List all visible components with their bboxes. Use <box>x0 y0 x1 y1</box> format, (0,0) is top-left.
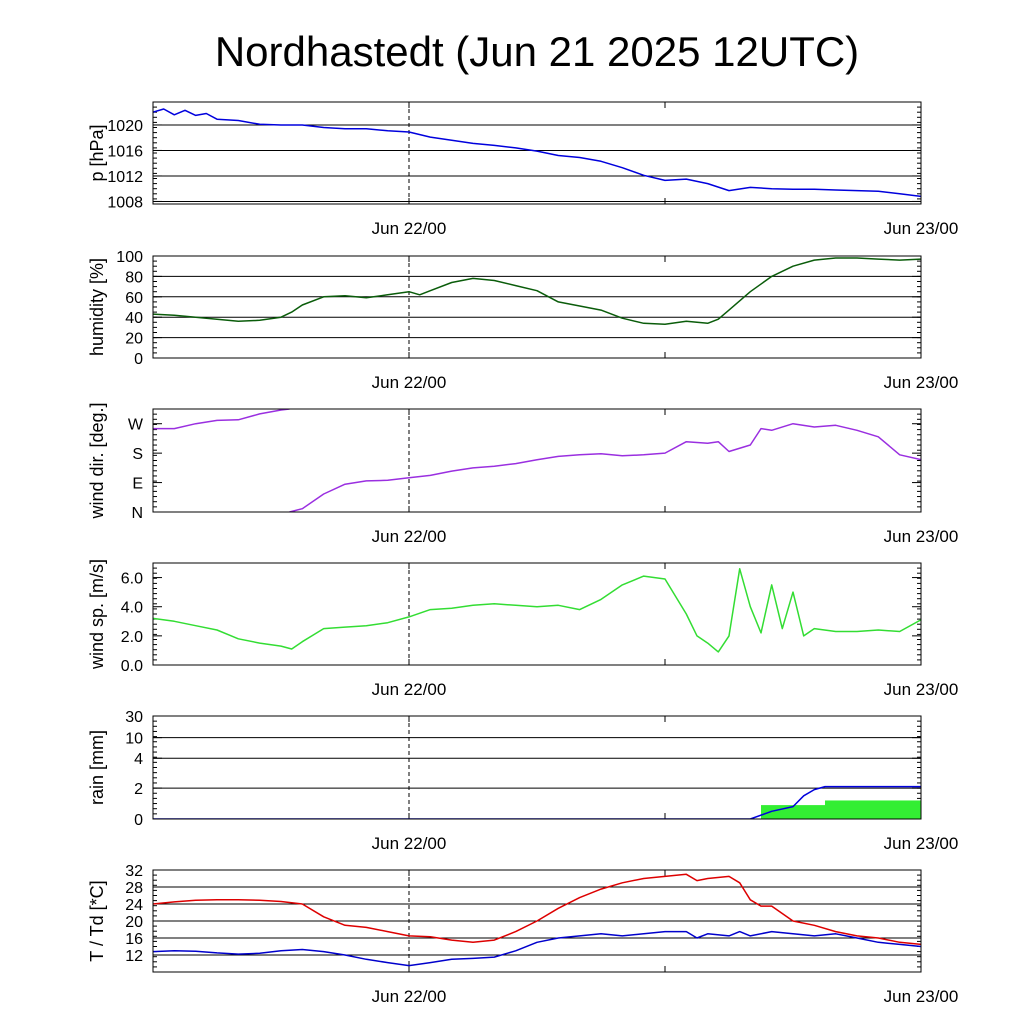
pressure-series-line <box>153 108 921 198</box>
wind-speed-y-axis-label: wind sp. [m/s] <box>87 559 107 670</box>
pressure-y-tick-label: 1020 <box>107 118 143 135</box>
rain-panel: 0 2 4 10 30 rain [mm] Jun 22/00 Jun 23/00 <box>87 709 958 853</box>
pressure-y-axis-label: p [hPa] <box>87 124 107 181</box>
humidity-y-tick-label: 40 <box>125 310 143 327</box>
humidity-series-line <box>153 257 921 326</box>
rain-y-tick-label: 2 <box>134 781 143 798</box>
wind_dir-series-line <box>153 409 290 430</box>
wind-speed-y-tick-label: 4.0 <box>121 600 143 617</box>
wind-speed-x-tick-label: Jun 22/00 <box>372 680 447 699</box>
humidity-x-tick-label: Jun 22/00 <box>372 373 447 392</box>
wind-speed-frame <box>152 562 922 666</box>
humidity-frame <box>152 255 922 359</box>
wind-speed-y-tick-label: 2.0 <box>121 629 143 646</box>
wind-speed-y-tick-label: 6.0 <box>121 571 143 588</box>
rain-bar <box>825 800 921 819</box>
humidity-y-tick-label: 20 <box>125 331 143 348</box>
humidity-y-axis-label: humidity [%] <box>87 258 107 356</box>
dewpoint-series-line <box>153 930 921 967</box>
temperature-y-tick-label: 20 <box>125 914 143 931</box>
humidity-panel: 0 20 40 60 80 100 humidity [%] Jun 22/00 Jun 23/… <box>87 249 958 392</box>
rain-y-tick-label: 4 <box>134 751 143 768</box>
temperature-series-line <box>153 873 921 946</box>
pressure-frame <box>152 101 922 205</box>
wind-direction-x-tick-label: Jun 22/00 <box>372 527 447 546</box>
rain-bar <box>761 805 825 819</box>
pressure-y-tick-label: 1012 <box>107 169 143 186</box>
temperature-y-tick-label: 32 <box>125 863 143 880</box>
pressure-y-tick-label: 1008 <box>107 194 143 211</box>
temperature-y-tick-label: 16 <box>125 931 143 948</box>
temperature-frame <box>152 869 922 973</box>
wind-speed-x-tick-label: Jun 23/00 <box>884 680 959 699</box>
temperature-y-tick-label: 28 <box>125 880 143 897</box>
rain-y-tick-label: 0 <box>134 812 143 829</box>
rain-x-tick-label: Jun 23/00 <box>884 834 959 853</box>
temperature-y-tick-label: 24 <box>125 897 143 914</box>
humidity-y-tick-label: 0 <box>134 351 143 368</box>
wind-speed-panel: 0.0 2.0 4.0 6.0 wind sp. [m/s] Jun 22/00 Jun 2… <box>87 559 958 699</box>
rain-frame <box>152 715 922 820</box>
chart-title: Nordhastedt (Jun 21 2025 12UTC) <box>215 28 859 75</box>
rain-y-axis-label: rain [mm] <box>87 730 107 805</box>
wind-direction-y-tick-label: N <box>131 505 143 522</box>
pressure-x-tick-label: Jun 22/00 <box>372 219 447 238</box>
humidity-y-tick-label: 100 <box>116 249 143 266</box>
pressure-x-tick-label: Jun 23/00 <box>884 219 959 238</box>
rain-y-tick-label: 30 <box>125 709 143 726</box>
temperature-y-axis-label: T / Td [*C] <box>87 880 107 961</box>
wind_dir-series-line <box>289 422 921 512</box>
temperature-x-tick-label: Jun 23/00 <box>884 987 959 1006</box>
humidity-y-tick-label: 80 <box>125 269 143 286</box>
wind-direction-frame <box>152 408 922 513</box>
humidity-x-tick-label: Jun 23/00 <box>884 373 959 392</box>
humidity-y-tick-label: 60 <box>125 290 143 307</box>
temperature-x-tick-label: Jun 22/00 <box>372 987 447 1006</box>
temperature-y-tick-label: 12 <box>125 948 143 965</box>
rain-x-tick-label: Jun 22/00 <box>372 834 447 853</box>
rain-y-tick-label: 10 <box>125 731 143 748</box>
wind-direction-y-tick-label: S <box>132 446 143 463</box>
wind_speed-series-line <box>153 568 921 653</box>
wind-direction-y-tick-label: W <box>128 417 144 434</box>
wind-speed-y-tick-label: 0.0 <box>121 658 143 675</box>
wind-direction-y-tick-label: E <box>132 476 143 493</box>
wind-direction-x-tick-label: Jun 23/00 <box>884 527 959 546</box>
rain_accum-series-line <box>153 785 921 819</box>
pressure-y-tick-label: 1016 <box>107 143 143 160</box>
wind-direction-y-axis-label: wind dir. [deg.] <box>87 402 107 519</box>
